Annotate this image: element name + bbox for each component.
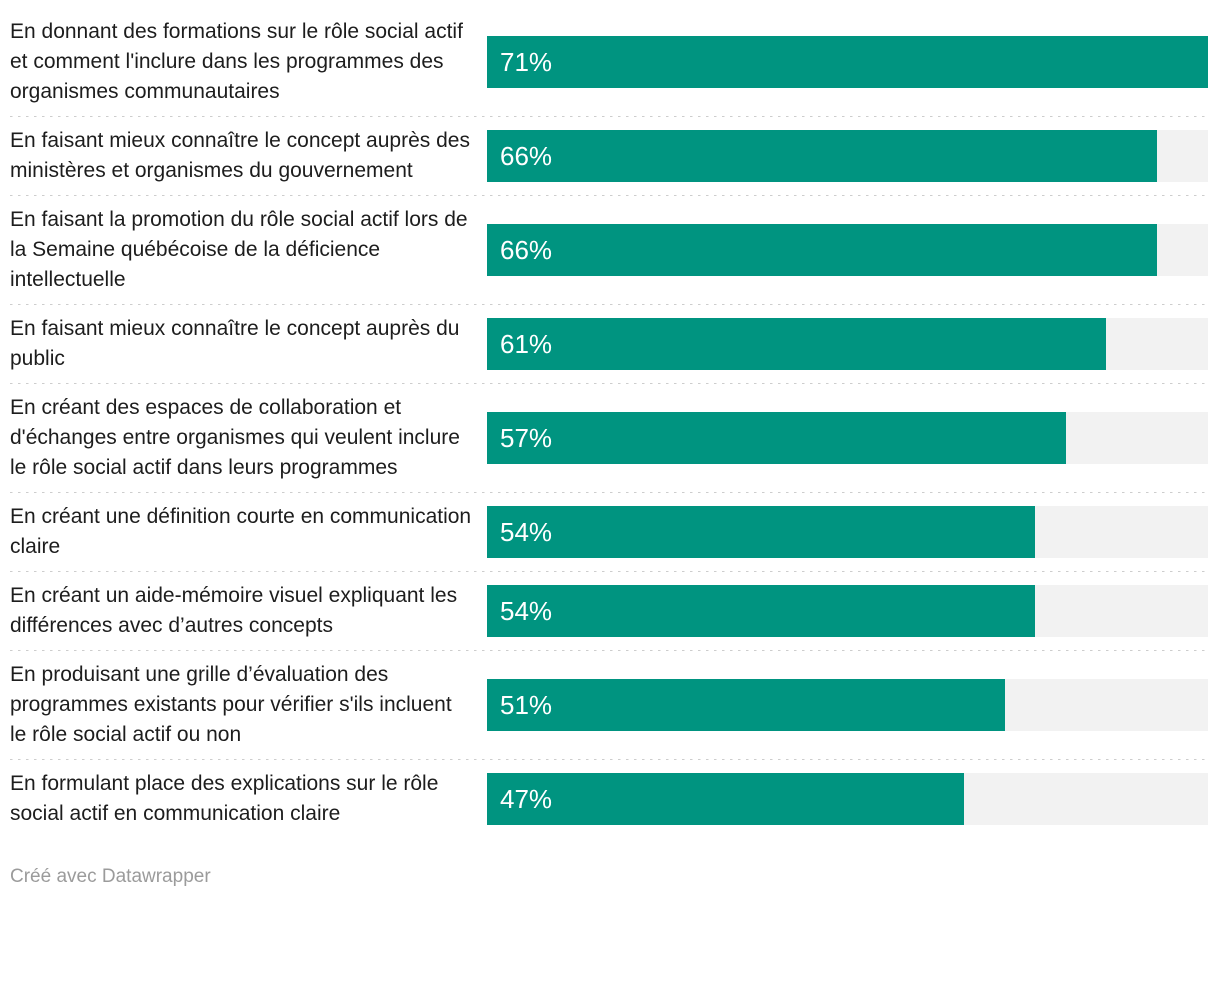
bar-value-label: 66% (500, 141, 553, 171)
datawrapper-credit[interactable]: Créé avec Datawrapper (10, 866, 211, 887)
bar: 61% (487, 318, 1107, 370)
bar-value-label: 61% (500, 329, 553, 359)
row-separator (10, 383, 1208, 384)
bar: 66% (487, 224, 1158, 276)
bar: 66% (487, 130, 1158, 182)
row-separator (10, 304, 1208, 305)
row-label: En produisant une grille d’évaluation de… (10, 663, 452, 746)
bar-value-label: 57% (500, 423, 553, 453)
row-label: En donnant des formations sur le rôle so… (10, 20, 463, 103)
bar: 54% (487, 506, 1036, 558)
row-separator (10, 195, 1208, 196)
bar-track: 66% (487, 224, 1208, 276)
row-label: En faisant mieux connaître le concept au… (10, 129, 470, 182)
bar-track: 61% (487, 318, 1208, 370)
bar-value-label: 51% (500, 690, 553, 720)
chart-row: En donnant des formations sur le rôle so… (10, 8, 1208, 116)
row-separator (10, 492, 1208, 493)
row-separator (10, 116, 1208, 117)
bar-track: 57% (487, 412, 1208, 464)
bar-value-label: 71% (500, 47, 553, 77)
row-label: En formulant place des explications sur … (10, 772, 439, 825)
bar-track: 71% (487, 36, 1208, 88)
row-label: En créant des espaces de collaboration e… (10, 396, 460, 479)
bar-value-label: 54% (500, 596, 553, 626)
bar: 71% (487, 36, 1208, 88)
row-label: En créant une définition courte en commu… (10, 505, 472, 558)
bar: 57% (487, 412, 1066, 464)
row-label: En faisant la promotion du rôle social a… (10, 208, 468, 291)
bar-track: 54% (487, 585, 1208, 637)
chart-row: En formulant place des explications sur … (10, 760, 1208, 838)
bar-value-label: 54% (500, 517, 553, 547)
chart-row: En créant un aide-mémoire visuel expliqu… (10, 572, 1208, 650)
chart-row: En faisant la promotion du rôle social a… (10, 196, 1208, 304)
bar: 47% (487, 773, 965, 825)
chart-row: En produisant une grille d’évaluation de… (10, 651, 1208, 759)
bar-track: 66% (487, 130, 1208, 182)
bar-value-label: 47% (500, 784, 553, 814)
bar-track: 54% (487, 506, 1208, 558)
bar: 51% (487, 679, 1005, 731)
row-separator (10, 571, 1208, 572)
bar: 54% (487, 585, 1036, 637)
bar-track: 51% (487, 679, 1208, 731)
chart-row: En faisant mieux connaître le concept au… (10, 305, 1208, 383)
bar-value-label: 66% (500, 235, 553, 265)
chart-row: En faisant mieux connaître le concept au… (10, 117, 1208, 195)
bar-chart: En donnant des formations sur le rôle so… (10, 8, 1208, 888)
row-label: En faisant mieux connaître le concept au… (10, 317, 460, 370)
chart-row: En créant des espaces de collaboration e… (10, 384, 1208, 492)
row-separator (10, 650, 1208, 651)
chart-row: En créant une définition courte en commu… (10, 493, 1208, 571)
bar-track: 47% (487, 773, 1208, 825)
row-label: En créant un aide-mémoire visuel expliqu… (10, 584, 458, 637)
row-separator (10, 759, 1208, 760)
